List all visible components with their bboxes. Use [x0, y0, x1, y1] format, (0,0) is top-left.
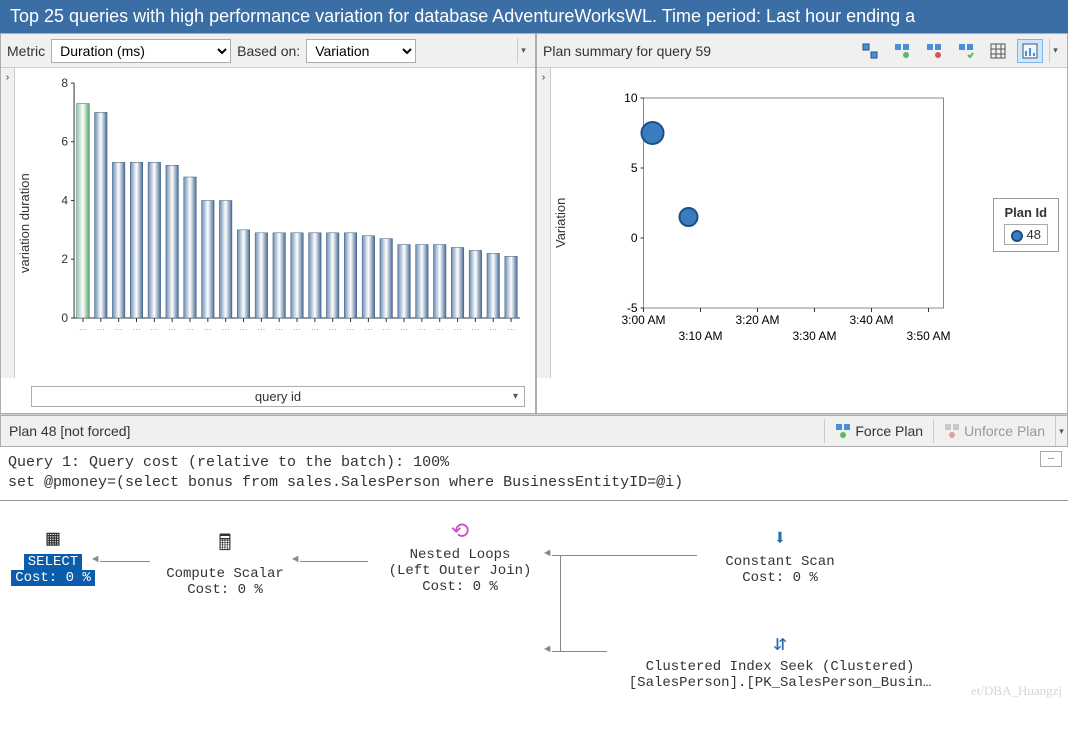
right-toolbar: Plan summary for query 59 ▾	[537, 34, 1067, 68]
queryid-dropdown[interactable]: query id ▾	[31, 386, 525, 407]
svg-text:···: ···	[240, 325, 248, 334]
metric-select[interactable]: Duration (ms)	[51, 39, 231, 63]
svg-text:···: ···	[204, 325, 212, 334]
left-toolbar-overflow[interactable]: ▾	[517, 38, 529, 63]
svg-text:···: ···	[364, 325, 372, 334]
toolbar-btn-2[interactable]	[889, 39, 915, 63]
watermark: et/DBA_Huangzj	[971, 683, 1062, 699]
svg-text:4: 4	[61, 194, 68, 208]
scatter-chart: -505103:00 AM3:10 AM3:20 AM3:30 AM3:40 A…	[570, 68, 1067, 378]
arrow	[552, 555, 697, 556]
metric-label: Metric	[7, 43, 45, 59]
node-select[interactable]: ▦ SELECT Cost: 0 %	[8, 526, 98, 586]
unforce-plan-button[interactable]: Unforce Plan	[933, 419, 1055, 443]
svg-text:···: ···	[97, 325, 105, 334]
svg-text:···: ···	[454, 325, 462, 334]
toolbar-btn-chart[interactable]	[1017, 39, 1043, 63]
basedon-label: Based on:	[237, 43, 300, 59]
query-line-1: Query 1: Query cost (relative to the bat…	[8, 453, 1060, 473]
toolbar-btn-4[interactable]	[953, 39, 979, 63]
plan-legend: Plan Id 48	[993, 198, 1059, 252]
legend-item[interactable]: 48	[1004, 224, 1048, 245]
left-ylabel: variation duration	[15, 68, 34, 378]
query-text: Query 1: Query cost (relative to the bat…	[0, 447, 1068, 501]
plan-title: Plan 48 [not forced]	[1, 423, 824, 439]
arrow	[552, 651, 607, 652]
svg-text:···: ···	[418, 325, 426, 334]
arrow	[560, 555, 561, 651]
node-index-seek[interactable]: ⇵ Clustered Index Seek (Clustered) [Sale…	[610, 631, 950, 691]
svg-text:···: ···	[275, 325, 283, 334]
toolbar-btn-3[interactable]	[921, 39, 947, 63]
right-ylabel: Variation	[551, 68, 570, 378]
svg-text:3:40 AM: 3:40 AM	[849, 313, 893, 327]
svg-text:3:30 AM: 3:30 AM	[792, 329, 836, 343]
svg-text:3:20 AM: 3:20 AM	[735, 313, 779, 327]
svg-text:···: ···	[436, 325, 444, 334]
right-panel: Plan summary for query 59 ▾ › Variation …	[536, 33, 1068, 414]
svg-text:···: ···	[382, 325, 390, 334]
svg-text:···: ···	[79, 325, 87, 334]
plan-summary-title: Plan summary for query 59	[543, 43, 711, 59]
force-plan-button[interactable]: Force Plan	[824, 419, 933, 443]
svg-text:···: ···	[186, 325, 194, 334]
title-bar: Top 25 queries with high performance var…	[0, 0, 1068, 33]
constant-scan-icon: ⬇	[700, 526, 860, 552]
svg-text:···: ···	[347, 325, 355, 334]
svg-text:3:50 AM: 3:50 AM	[906, 329, 950, 343]
svg-text:0: 0	[61, 311, 68, 325]
index-seek-icon: ⇵	[610, 631, 950, 657]
plan-header: Plan 48 [not forced] Force Plan Unforce …	[0, 415, 1068, 447]
svg-text:5: 5	[631, 161, 638, 175]
svg-text:···: ···	[311, 325, 319, 334]
execution-plan-diagram[interactable]: ▦ SELECT Cost: 0 % 🖩 Compute Scalar Cost…	[0, 501, 1068, 701]
svg-text:···: ···	[132, 325, 140, 334]
svg-text:3:00 AM: 3:00 AM	[621, 313, 665, 327]
basedon-select[interactable]: Variation	[306, 39, 416, 63]
arrow	[100, 561, 150, 562]
node-compute-scalar[interactable]: 🖩 Compute Scalar Cost: 0 %	[150, 526, 300, 598]
svg-text:8: 8	[61, 78, 68, 90]
plan-bar-overflow[interactable]: ▾	[1055, 416, 1067, 446]
toolbar-btn-1[interactable]	[857, 39, 883, 63]
svg-text:0: 0	[631, 231, 638, 245]
toolbar-btn-grid[interactable]	[985, 39, 1011, 63]
bar-chart: 0 2 4 6 8 ··· ··· ··· ··· ··· ··· ··· ··· ··· ··· ··· ··…	[34, 68, 535, 378]
svg-text:···: ···	[507, 325, 515, 334]
svg-text:···: ···	[257, 325, 265, 334]
node-nested-loops[interactable]: ⟲ Nested Loops (Left Outer Join) Cost: 0…	[370, 519, 550, 595]
query-line-2: set @pmoney=(select bonus from sales.Sal…	[8, 473, 1060, 493]
left-toolbar: Metric Duration (ms) Based on: Variation…	[1, 34, 535, 68]
svg-text:···: ···	[150, 325, 158, 334]
left-collapse[interactable]: ›	[1, 68, 15, 378]
svg-text:···: ···	[489, 325, 497, 334]
svg-text:3:10 AM: 3:10 AM	[678, 329, 722, 343]
svg-text:···: ···	[400, 325, 408, 334]
svg-text:···: ···	[471, 325, 479, 334]
right-collapse[interactable]: ›	[537, 68, 551, 378]
svg-text:···: ···	[168, 325, 176, 334]
dot-icon	[1011, 230, 1023, 242]
svg-text:10: 10	[624, 91, 638, 105]
node-constant-scan[interactable]: ⬇ Constant Scan Cost: 0 %	[700, 526, 860, 586]
svg-text:···: ···	[222, 325, 230, 334]
svg-text:···: ···	[329, 325, 337, 334]
arrow	[300, 561, 368, 562]
right-toolbar-overflow[interactable]: ▾	[1049, 38, 1061, 63]
expand-query-button[interactable]: …	[1040, 451, 1062, 467]
svg-text:···: ···	[293, 325, 301, 334]
svg-text:2: 2	[61, 252, 68, 266]
table-icon: ▦	[8, 526, 98, 552]
nested-loops-icon: ⟲	[370, 519, 550, 545]
compute-icon: 🖩	[150, 526, 300, 564]
left-panel: Metric Duration (ms) Based on: Variation…	[0, 33, 536, 414]
chevron-down-icon: ▾	[513, 391, 518, 402]
svg-text:6: 6	[61, 135, 68, 149]
svg-text:···: ···	[115, 325, 123, 334]
